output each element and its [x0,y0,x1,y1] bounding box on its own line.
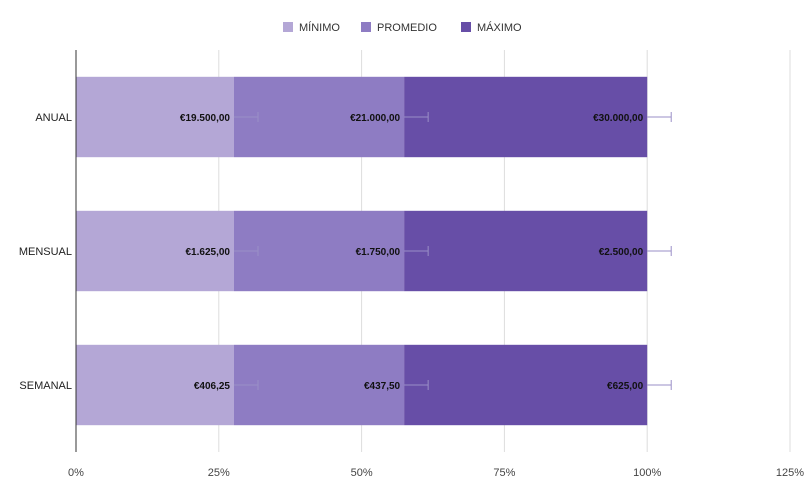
x-tick-label: 25% [208,467,230,479]
bar-0 [76,210,234,292]
bar-0 [76,76,234,158]
category-label: ANUAL [35,112,72,124]
data-label: €1.625,00 [185,247,230,258]
legend-swatch [283,22,293,32]
bars [76,76,648,426]
bar-2 [404,76,648,158]
legend-label: MÍNIMO [299,21,340,34]
data-label: €437,50 [364,381,401,392]
bar-0 [76,344,234,426]
x-tick-label: 75% [493,467,515,479]
data-label: €1.750,00 [356,247,401,258]
x-tick-label: 0% [68,467,84,479]
bar-2 [404,344,648,426]
category-label: SEMANAL [19,380,72,392]
data-label: €21.000,00 [350,113,400,124]
legend-swatch [461,22,471,32]
data-label: €2.500,00 [599,247,644,258]
data-label: €406,25 [194,381,231,392]
bar-1 [233,76,405,158]
value-axis: 0% 25% 50% 75% 100% 125% [68,467,804,479]
x-tick-label: 100% [633,467,661,479]
bar-1 [233,210,405,292]
x-tick-label: 125% [776,467,804,479]
data-label: €30.000,00 [593,113,643,124]
legend-label: PROMEDIO [377,22,437,34]
legend-label: MÁXIMO [477,21,522,34]
error-bars [233,112,672,390]
data-label: €625,00 [607,381,644,392]
category-axis: ANUAL MENSUAL SEMANAL [19,112,72,392]
bar-2 [404,210,648,292]
legend: MÍNIMO PROMEDIO MÁXIMO [283,21,522,34]
x-tick-label: 50% [351,467,373,479]
legend-swatch [361,22,371,32]
bar-1 [233,344,405,426]
data-label: €19.500,00 [180,113,230,124]
category-label: MENSUAL [19,246,72,258]
data-labels: €19.500,00 €21.000,00 €30.000,00 €1.625,00 €… [180,113,644,392]
